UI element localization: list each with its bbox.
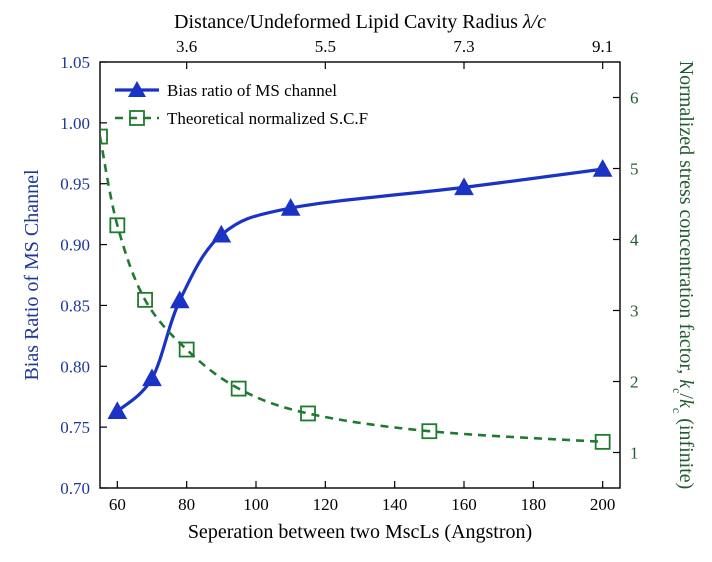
x-top-tick-label: 7.3 (453, 37, 474, 56)
x-axis-bottom-label: Seperation between two MscLs (Angstron) (188, 521, 532, 543)
y-left-tick-label: 0.75 (60, 418, 90, 437)
y-left-tick-label: 0.70 (60, 479, 90, 498)
x-top-tick-label: 3.6 (176, 37, 197, 56)
x-tick-label: 140 (382, 495, 408, 514)
x-tick-label: 60 (109, 495, 126, 514)
y-left-tick-label: 1.00 (60, 114, 90, 133)
x-top-tick-label: 9.1 (592, 37, 613, 56)
y-left-tick-label: 1.05 (60, 53, 90, 72)
x-axis-top-label: Distance/Undeformed Lipid Cavity Radius … (174, 11, 546, 33)
x-tick-label: 200 (590, 495, 616, 514)
legend-label: Bias ratio of MS channel (167, 81, 337, 100)
x-tick-label: 120 (313, 495, 339, 514)
y-right-tick-label: 6 (630, 89, 639, 108)
y-left-tick-label: 0.90 (60, 236, 90, 255)
chart-svg: 60 80 100 120 140 160 180 200 Seperation between… (0, 0, 712, 562)
x-tick-label: 180 (521, 495, 547, 514)
y-right-tick-label: 5 (630, 160, 639, 179)
y-left-tick-label: 0.85 (60, 296, 90, 315)
x-tick-label: 80 (178, 495, 195, 514)
y-right-tick-label: 1 (630, 444, 639, 463)
x-tick-label: 100 (243, 495, 269, 514)
y-left-tick-label: 0.95 (60, 175, 90, 194)
legend-label: Theoretical normalized S.C.F (167, 109, 368, 128)
y-right-tick-label: 4 (630, 231, 639, 250)
x-top-tick-label: 5.5 (315, 37, 336, 56)
y-right-tick-label: 2 (630, 373, 639, 392)
y-right-tick-label: 3 (630, 302, 639, 321)
y-left-tick-label: 0.80 (60, 357, 90, 376)
y-axis-left-label: Bias Ratio of MS Channel (21, 169, 43, 381)
x-tick-label: 160 (451, 495, 477, 514)
chart: 60 80 100 120 140 160 180 200 Seperation between… (0, 0, 712, 562)
